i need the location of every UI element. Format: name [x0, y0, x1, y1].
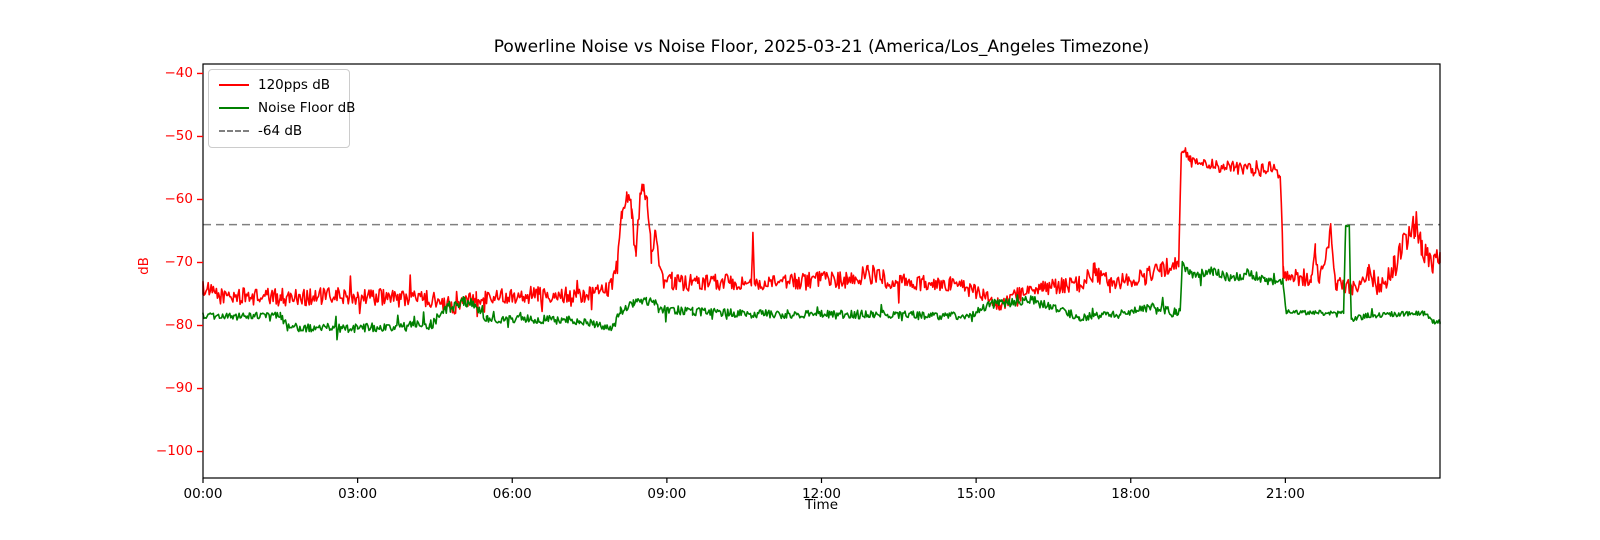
x-axis-label: Time [804, 497, 839, 513]
x-tick-label: 21:00 [1265, 486, 1305, 502]
y-tick-label: −40 [164, 64, 194, 81]
x-tick-label: 03:00 [338, 486, 378, 502]
legend-line-sample-dashed-gray [219, 130, 249, 132]
y-tick-label: −70 [164, 253, 194, 270]
legend-label: Noise Floor dB [258, 100, 356, 116]
y-tick-label: −80 [164, 317, 194, 333]
x-tick-label: 09:00 [647, 486, 687, 502]
legend-line-sample-green [219, 106, 249, 110]
legend: 120pps dB Noise Floor dB -64 dB [208, 69, 355, 148]
legend-entry-noise-floor: Noise Floor dB [219, 100, 355, 116]
y-axis-label: dB [136, 257, 152, 275]
x-tick-label: 00:00 [183, 486, 223, 502]
y-tick-label: −60 [164, 190, 194, 207]
axes-frame [202, 63, 1441, 479]
x-tick-label: 18:00 [1111, 486, 1151, 502]
legend-line-sample-red [219, 83, 249, 87]
x-tick-label: 12:00 [802, 486, 841, 502]
series-line-120pps-db [202, 147, 1441, 318]
chart-title: Powerline Noise vs Noise Floor, 2025-03-… [493, 37, 1150, 57]
y-tick-label: −90 [164, 380, 194, 397]
x-tick-label: 06:00 [492, 486, 532, 502]
legend-label: -64 dB [258, 123, 303, 139]
legend-entry-threshold: -64 dB [219, 123, 339, 139]
series-line-noise-floor-db [202, 224, 1441, 341]
y-tick-label: −100 [155, 443, 193, 460]
legend-label: 120pps dB [258, 77, 331, 93]
x-tick-label: 15:00 [956, 486, 996, 502]
y-tick-label: −50 [164, 127, 194, 144]
legend-entry-120pps: 120pps dB [219, 77, 339, 93]
